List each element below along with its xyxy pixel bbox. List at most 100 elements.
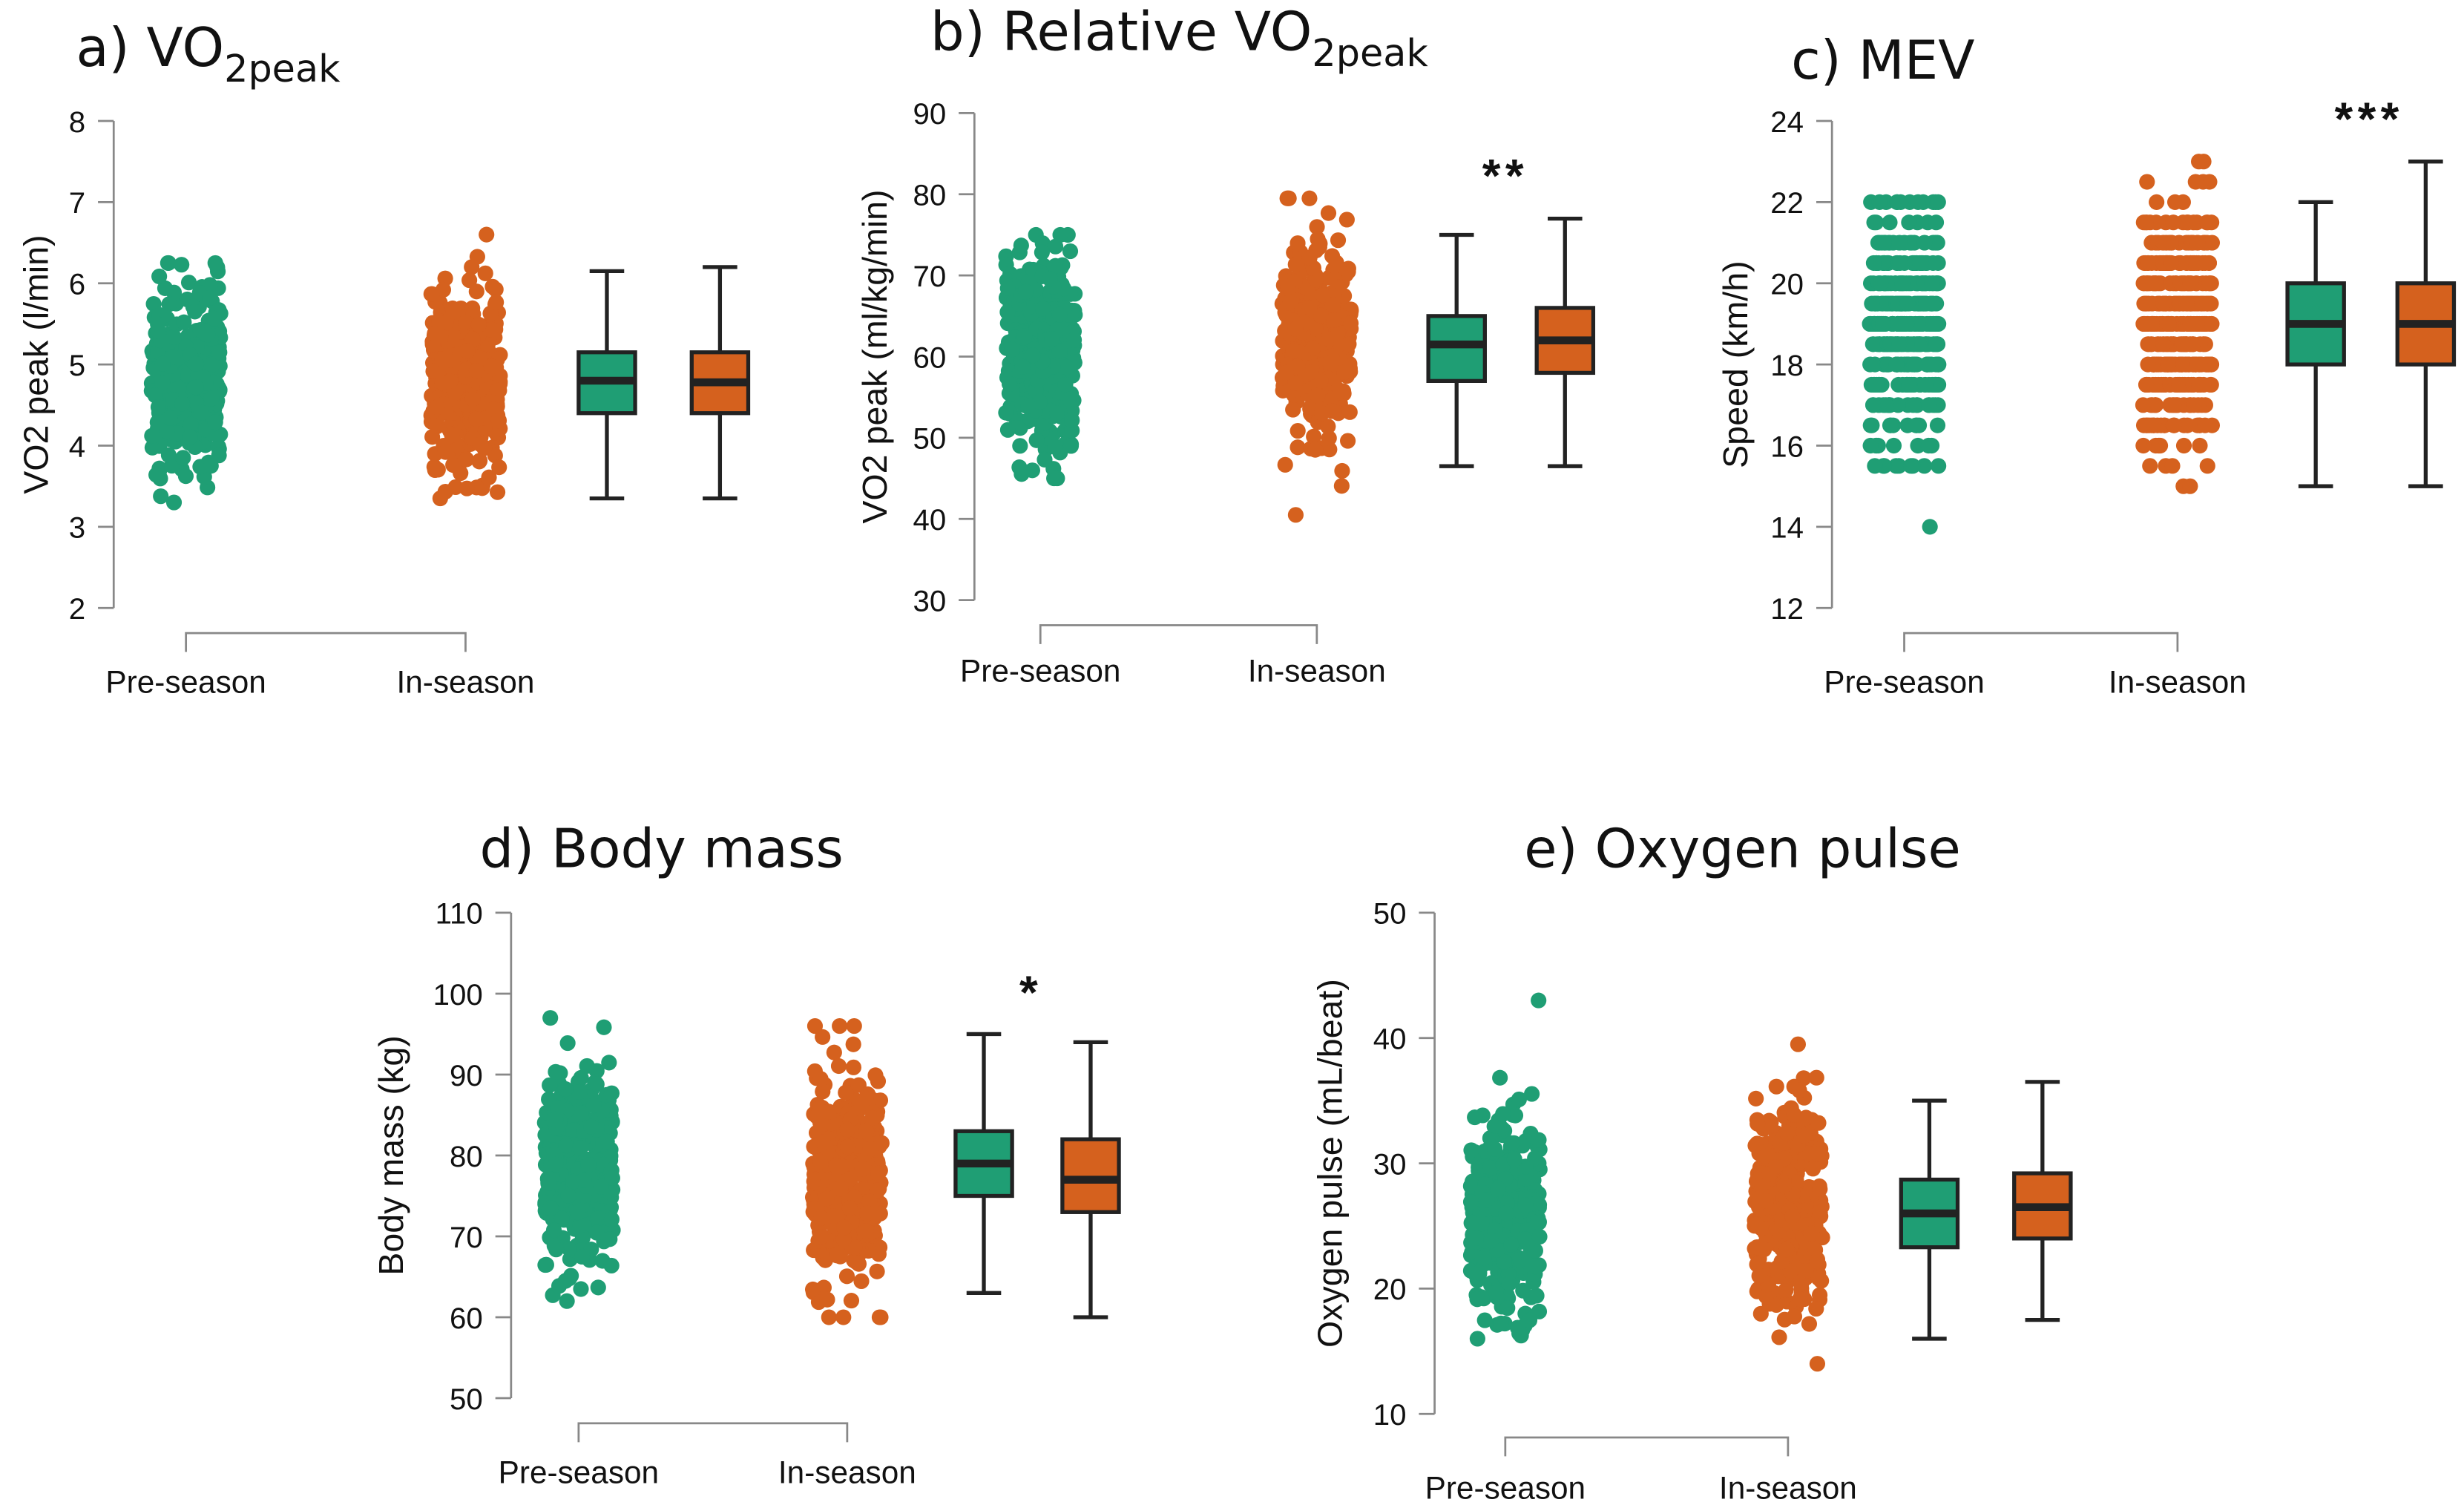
y-tick-label: 6 <box>69 268 85 301</box>
pre-season-point <box>1463 1142 1479 1158</box>
pre-season-point <box>1487 1141 1503 1157</box>
in-season-point <box>425 363 441 379</box>
pre-season-point <box>1905 397 1922 413</box>
y-tick-label: 14 <box>1770 511 1804 545</box>
y-tick-label: 40 <box>913 503 946 537</box>
pre-season-point <box>580 1157 597 1173</box>
pre-season-point <box>148 467 165 483</box>
pre-season-point <box>187 304 203 320</box>
pre-season-point <box>1925 295 1941 312</box>
y-tick-label: 5 <box>69 349 85 382</box>
y-tick-label: 90 <box>450 1059 483 1092</box>
in-season-point <box>1748 1216 1764 1233</box>
in-season-point <box>426 459 442 475</box>
pre-season-point <box>1917 376 1934 393</box>
in-season-point <box>812 1071 829 1087</box>
y-tick-label: 24 <box>1770 105 1804 139</box>
in-season-point <box>869 1182 886 1199</box>
in-season-point <box>826 1044 842 1060</box>
pre-season-point <box>1892 255 1908 271</box>
pre-season-point <box>576 1172 592 1188</box>
pre-season-point <box>207 255 223 271</box>
pre-season-point <box>588 1224 605 1241</box>
pre-season-point <box>154 375 171 391</box>
in-season-point <box>434 374 450 390</box>
pre-season-point <box>1507 1107 1524 1124</box>
pre-season-point <box>553 1210 571 1227</box>
x-category-label: Pre-season <box>499 1455 659 1489</box>
y-tick-label: 60 <box>913 341 946 374</box>
pre-season-point <box>1885 437 1902 454</box>
in-season-point <box>424 286 440 302</box>
pre-season-point <box>1028 432 1045 448</box>
in-season-point <box>1324 403 1340 419</box>
in-season-point <box>2195 154 2212 170</box>
in-season-point <box>1747 1138 1764 1154</box>
pre-season-point <box>601 1055 617 1071</box>
in-season-point <box>459 343 476 359</box>
pre-season-point <box>579 1058 595 1074</box>
in-season-point <box>1306 428 1322 445</box>
pre-season-point <box>1498 1205 1514 1222</box>
pre-season-point <box>558 1138 574 1154</box>
in-season-boxplot <box>1534 216 1596 468</box>
in-season-point <box>870 1165 887 1181</box>
significance-marker: *** <box>2335 94 2404 145</box>
in-season-point <box>2165 214 2181 231</box>
pre-season-point <box>1047 258 1064 274</box>
in-season-point <box>1788 1174 1804 1190</box>
pre-season-point <box>202 289 218 306</box>
in-season-point <box>815 1134 831 1150</box>
pre-season-point <box>1876 235 1893 251</box>
pre-season-point <box>1863 376 1879 393</box>
pre-season-point <box>1004 341 1020 358</box>
in-season-point <box>2135 417 2152 433</box>
y-tick-label: 40 <box>1373 1023 1407 1056</box>
pre-season-point <box>1922 519 1938 535</box>
in-season-point <box>858 1123 875 1139</box>
pre-season-point <box>1478 1192 1494 1208</box>
in-season-point <box>1758 1288 1775 1305</box>
in-season-point <box>1334 462 1350 479</box>
in-season-point <box>1784 1208 1801 1224</box>
pre-season-point <box>593 1178 609 1195</box>
y-tick-label: 50 <box>913 422 946 456</box>
in-season-point <box>1778 1242 1795 1258</box>
in-season-point <box>473 436 489 453</box>
in-season-point <box>468 283 484 300</box>
pre-season-point <box>537 1257 553 1273</box>
pre-season-point <box>603 1211 620 1227</box>
pre-season-point <box>144 427 160 444</box>
y-tick-label: 18 <box>1770 349 1804 382</box>
significance-marker: ** <box>1482 150 1528 202</box>
in-season-point <box>1338 212 1355 228</box>
pre-season-point <box>1528 1288 1545 1304</box>
title-main: a) VO <box>76 16 224 79</box>
in-season-point <box>2155 295 2172 312</box>
in-season-point <box>1336 364 1353 381</box>
pre-season-point <box>1490 1181 1506 1197</box>
in-season-point <box>1287 375 1304 391</box>
pre-season-point <box>542 1200 559 1216</box>
in-season-point <box>2162 275 2178 292</box>
pre-season-point <box>1051 306 1068 323</box>
in-season-point <box>1801 1316 1818 1332</box>
in-season-point <box>818 1190 835 1207</box>
pre-season-point <box>1064 412 1080 428</box>
in-season-point <box>489 484 506 500</box>
y-tick-label: 30 <box>1373 1147 1407 1181</box>
pre-season-point <box>1463 1193 1479 1210</box>
in-season-point <box>438 315 454 331</box>
pre-season-point <box>1042 271 1058 287</box>
pre-season-point <box>1901 376 1917 393</box>
in-season-point <box>1321 331 1337 347</box>
in-season-point <box>1796 1127 1813 1144</box>
pre-season-point <box>1864 295 1880 312</box>
pre-season-point <box>1511 1091 1527 1108</box>
in-season-point <box>468 411 484 427</box>
in-season-point <box>832 1181 849 1197</box>
in-season-point <box>845 1059 862 1075</box>
in-season-point <box>2187 174 2204 190</box>
in-season-point <box>2201 275 2218 292</box>
